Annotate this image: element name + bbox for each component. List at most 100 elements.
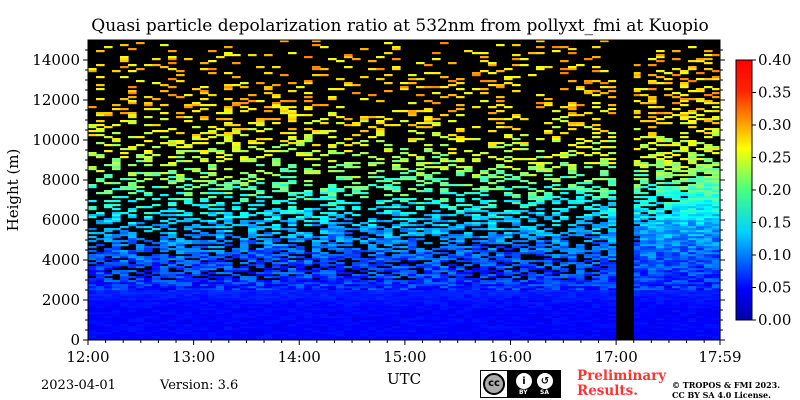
heatmap-cell <box>512 310 521 313</box>
heatmap-cell <box>176 152 185 155</box>
heatmap-cell <box>192 294 201 297</box>
heatmap-cell <box>184 214 193 217</box>
heatmap-cell <box>360 298 369 301</box>
heatmap-cell <box>328 196 337 199</box>
heatmap-cell <box>312 336 321 339</box>
heatmap-cell <box>224 124 233 127</box>
heatmap-cell <box>464 260 473 263</box>
heatmap-cell <box>608 258 617 261</box>
heatmap-cell <box>600 292 609 295</box>
heatmap-cell <box>336 170 345 173</box>
heatmap-cell <box>408 290 417 293</box>
heatmap-cell <box>264 328 273 331</box>
heatmap-cell <box>256 182 265 185</box>
heatmap-cell <box>480 322 489 325</box>
heatmap-cell <box>200 132 209 135</box>
heatmap-cell <box>104 284 113 287</box>
heatmap-cell <box>184 220 193 223</box>
heatmap-cell <box>160 258 169 261</box>
heatmap-cell <box>656 242 665 245</box>
heatmap-cell <box>296 296 305 299</box>
heatmap-cell <box>504 242 513 245</box>
heatmap-cell <box>112 220 121 223</box>
heatmap-cell <box>536 260 545 263</box>
heatmap-cell <box>104 254 113 257</box>
heatmap-cell <box>600 290 609 293</box>
heatmap-cell <box>512 290 521 293</box>
heatmap-cell <box>568 122 577 125</box>
heatmap-cell <box>552 296 561 299</box>
heatmap-cell <box>480 152 489 155</box>
heatmap-cell <box>568 294 577 297</box>
heatmap-cell <box>440 228 449 231</box>
heatmap-cell <box>368 318 377 321</box>
heatmap-cell <box>248 254 257 257</box>
heatmap-cell <box>600 192 609 195</box>
heatmap-cell <box>408 198 417 201</box>
heatmap-cell <box>608 208 617 211</box>
heatmap-cell <box>288 312 297 315</box>
heatmap-cell <box>192 298 201 301</box>
heatmap-cell <box>400 280 409 283</box>
heatmap-cell <box>424 118 433 121</box>
heatmap-cell <box>152 246 161 249</box>
heatmap-cell <box>296 290 305 293</box>
heatmap-cell <box>376 284 385 287</box>
heatmap-cell <box>176 272 185 275</box>
heatmap-cell <box>96 192 105 195</box>
heatmap-cell <box>208 136 217 139</box>
heatmap-cell <box>200 330 209 333</box>
heatmap-cell <box>520 320 529 323</box>
heatmap-cell <box>120 58 129 61</box>
heatmap-cell <box>536 286 545 289</box>
heatmap-cell <box>408 270 417 273</box>
heatmap-cell <box>280 286 289 289</box>
heatmap-cell <box>512 272 521 275</box>
heatmap-cell <box>488 318 497 321</box>
heatmap-cell <box>304 322 313 325</box>
heatmap-cell <box>464 290 473 293</box>
heatmap-cell <box>288 136 297 139</box>
heatmap-cell <box>440 192 449 195</box>
heatmap-cell <box>272 304 281 307</box>
heatmap-cell <box>168 280 177 283</box>
heatmap-cell <box>296 218 305 221</box>
heatmap-cell <box>592 224 601 227</box>
heatmap-cell <box>120 272 129 275</box>
heatmap-cell <box>536 250 545 253</box>
heatmap-cell <box>288 210 297 213</box>
heatmap-cell <box>368 308 377 311</box>
heatmap-cell <box>336 316 345 319</box>
heatmap-cell <box>600 268 609 271</box>
heatmap-cell <box>256 142 265 145</box>
heatmap-cell <box>328 202 337 205</box>
heatmap-cell <box>640 292 649 295</box>
heatmap-cell <box>568 304 577 307</box>
heatmap-cell <box>208 174 217 177</box>
heatmap-cell <box>120 240 129 243</box>
heatmap-cell <box>464 138 473 141</box>
heatmap-cell <box>456 234 465 237</box>
heatmap-cell <box>168 324 177 327</box>
heatmap-cell <box>600 294 609 297</box>
heatmap-cell <box>176 176 185 179</box>
heatmap-cell <box>512 304 521 307</box>
heatmap-cell <box>128 302 137 305</box>
heatmap-cell <box>592 248 601 251</box>
heatmap-cell <box>120 250 129 253</box>
heatmap-cell <box>96 244 105 247</box>
heatmap-cell <box>336 178 345 181</box>
heatmap-cell <box>448 258 457 261</box>
heatmap-cell <box>240 318 249 321</box>
heatmap-cell <box>224 110 233 113</box>
heatmap-cell <box>328 214 337 217</box>
heatmap-cell <box>552 268 561 271</box>
heatmap-cell <box>280 284 289 287</box>
heatmap-cell <box>208 308 217 311</box>
heatmap-cell <box>392 284 401 287</box>
heatmap-cell <box>352 336 361 339</box>
heatmap-cell <box>320 244 329 247</box>
heatmap-cell <box>560 314 569 317</box>
heatmap-cell <box>296 262 305 265</box>
heatmap-cell <box>216 250 225 253</box>
